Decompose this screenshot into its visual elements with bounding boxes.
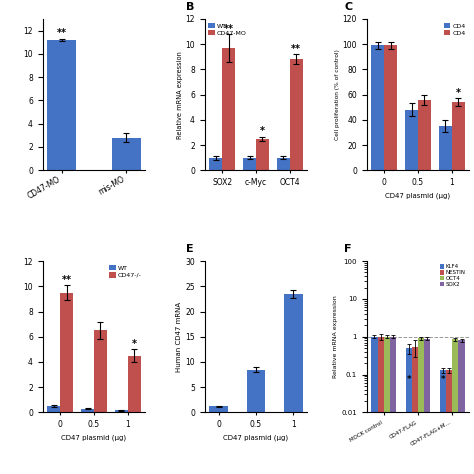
- Bar: [440, 370, 446, 474]
- Bar: [210, 406, 228, 412]
- Text: *: *: [456, 88, 461, 98]
- Bar: [371, 337, 378, 474]
- Bar: [424, 339, 430, 474]
- Text: *: *: [441, 374, 445, 383]
- Y-axis label: Human CD47 mRNA: Human CD47 mRNA: [176, 301, 182, 372]
- Bar: [378, 337, 384, 474]
- Legend: KLF4, NESTIN, OCT4, SOX2: KLF4, NESTIN, OCT4, SOX2: [439, 264, 466, 288]
- Bar: [384, 46, 397, 170]
- Bar: [277, 158, 290, 170]
- Y-axis label: Relative mRNA expression: Relative mRNA expression: [334, 295, 338, 378]
- Bar: [256, 139, 269, 170]
- Text: **: **: [57, 28, 67, 38]
- Bar: [418, 100, 431, 170]
- Bar: [284, 294, 302, 412]
- Text: **: **: [62, 274, 72, 284]
- Bar: [371, 46, 384, 170]
- Text: **: **: [291, 44, 301, 54]
- Bar: [115, 410, 128, 412]
- Bar: [418, 338, 424, 474]
- Bar: [439, 126, 452, 170]
- Bar: [111, 137, 141, 170]
- Bar: [128, 356, 141, 412]
- Bar: [290, 59, 302, 170]
- Bar: [452, 339, 458, 474]
- Text: **: **: [224, 24, 234, 34]
- Bar: [81, 409, 94, 412]
- Legend: WT, CD47-MO: WT, CD47-MO: [208, 22, 247, 36]
- Bar: [412, 346, 418, 474]
- Bar: [47, 40, 76, 170]
- Y-axis label: Relative mRNA expression: Relative mRNA expression: [176, 51, 182, 138]
- Bar: [458, 340, 465, 474]
- Legend: CD4, CD4: CD4, CD4: [444, 22, 466, 36]
- X-axis label: CD47 plasmid (μg): CD47 plasmid (μg): [61, 435, 127, 441]
- Legend: WT, CD47-/-: WT, CD47-/-: [109, 264, 142, 279]
- Bar: [446, 370, 452, 474]
- Bar: [452, 102, 465, 170]
- X-axis label: CD47 plasmid (μg): CD47 plasmid (μg): [385, 192, 451, 199]
- Text: E: E: [186, 244, 194, 254]
- Bar: [47, 406, 60, 412]
- Text: B: B: [186, 2, 195, 12]
- Bar: [390, 337, 396, 474]
- Y-axis label: Cell proliferation (% of control): Cell proliferation (% of control): [335, 49, 340, 140]
- Bar: [406, 348, 412, 474]
- Text: C: C: [344, 2, 352, 12]
- Bar: [405, 110, 418, 170]
- Text: *: *: [407, 374, 411, 383]
- Bar: [384, 337, 390, 474]
- Text: F: F: [344, 244, 352, 254]
- Text: *: *: [132, 339, 137, 349]
- Bar: [243, 158, 256, 170]
- Bar: [60, 292, 73, 412]
- Text: *: *: [260, 127, 265, 137]
- Bar: [94, 330, 107, 412]
- Bar: [246, 370, 265, 412]
- Bar: [222, 48, 235, 170]
- X-axis label: CD47 plasmid (μg): CD47 plasmid (μg): [223, 435, 289, 441]
- Bar: [210, 158, 222, 170]
